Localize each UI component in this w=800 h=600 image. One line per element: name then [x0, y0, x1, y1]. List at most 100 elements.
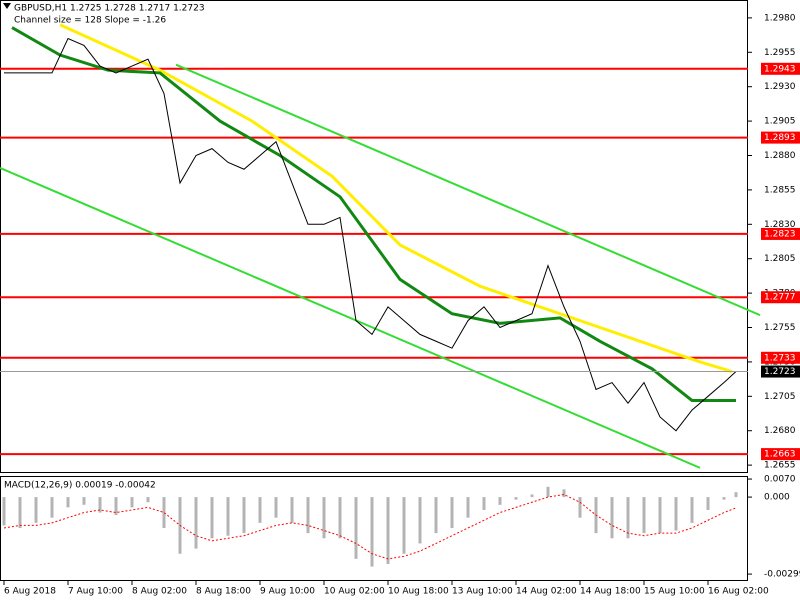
- y-tick-label: 1.2905: [764, 117, 796, 127]
- level-box: [761, 62, 800, 75]
- macd-bar: [18, 497, 22, 528]
- price-line: [175, 63, 761, 317]
- y-tick-label: 0.000: [764, 493, 790, 503]
- macd-bar: [162, 497, 166, 528]
- macd-bar: [546, 486, 550, 498]
- y-tick-label: 1.2655: [764, 461, 796, 471]
- y-tick-label: 1.2855: [764, 185, 796, 195]
- y-tick-label: 1.2680: [764, 426, 796, 436]
- chart-title: GBPUSD,H1 1.2725 1.2728 1.2717 1.2723: [14, 4, 205, 14]
- level-label: 1.2663: [764, 450, 796, 460]
- level-label: 1.2943: [764, 64, 796, 74]
- level-box: [761, 227, 800, 240]
- x-tick-label: 8 Aug 02:00: [132, 587, 187, 597]
- macd-bar: [578, 497, 582, 518]
- y-tick-label: 1.2955: [764, 48, 796, 58]
- macd-bar: [418, 497, 422, 544]
- macd-bar: [386, 497, 390, 565]
- price-line: [11, 26, 736, 402]
- macd-bar: [722, 497, 726, 500]
- x-tick-label: 10 Aug 18:00: [388, 587, 449, 597]
- macd-bar: [514, 497, 518, 500]
- macd-bar: [466, 497, 470, 518]
- macd-bar: [34, 497, 38, 523]
- price-line: [0, 166, 701, 469]
- macd-bar: [626, 497, 630, 539]
- menu-triangle: [3, 3, 11, 9]
- level-label: 1.2777: [764, 293, 796, 303]
- macd-bar: [82, 497, 86, 505]
- macd-bar: [242, 497, 246, 534]
- macd-bar: [2, 497, 6, 526]
- x-tick-label: 7 Aug 10:00: [68, 587, 123, 597]
- macd-bar: [130, 497, 134, 508]
- macd-bar: [562, 489, 566, 498]
- x-tick-label: 15 Aug 10:00: [644, 587, 705, 597]
- y-tick-label: 1.2880: [764, 151, 796, 161]
- current-price-label: 1.2723: [764, 367, 796, 377]
- price-line: [59, 23, 733, 373]
- macd-bar: [322, 497, 326, 539]
- level-box: [761, 131, 800, 144]
- macd-frame: [0, 476, 748, 581]
- macd-bar: [530, 494, 534, 498]
- x-tick-label: 6 Aug 2018: [4, 587, 56, 597]
- level-box: [761, 351, 800, 364]
- macd-bar: [498, 497, 502, 505]
- y-tick-label: 1.2755: [764, 323, 796, 333]
- macd-bar: [258, 497, 262, 523]
- macd-bar: [98, 497, 102, 513]
- macd-bar: [370, 497, 374, 567]
- y-tick-label: 1.2930: [764, 82, 796, 92]
- macd-bar: [274, 497, 278, 518]
- macd-bar: [306, 497, 310, 534]
- macd-bar: [210, 497, 214, 539]
- y-tick-label: 0.0070: [764, 475, 796, 485]
- y-tick-label: 1.2705: [764, 392, 796, 402]
- macd-bar: [354, 497, 358, 559]
- macd-bar: [734, 492, 738, 498]
- x-tick-label: 8 Aug 18:00: [196, 587, 251, 597]
- x-tick-label: 9 Aug 10:00: [260, 587, 315, 597]
- price-line: [4, 37, 737, 432]
- main-frame: [0, 0, 748, 473]
- level-box: [761, 448, 800, 461]
- macd-bar: [146, 497, 150, 503]
- signal-line: [3, 493, 737, 560]
- macd-bar: [610, 497, 614, 539]
- macd-bar: [690, 497, 694, 523]
- x-tick-label: 14 Aug 02:00: [516, 587, 577, 597]
- macd-bar: [114, 497, 118, 516]
- macd-bar: [450, 497, 454, 528]
- macd-bar: [338, 497, 342, 539]
- x-tick-label: 14 Aug 18:00: [580, 587, 641, 597]
- macd-bar: [290, 497, 294, 523]
- level-label: 1.2733: [764, 353, 796, 363]
- y-tick-label: 1.2830: [764, 220, 796, 230]
- y-tick-label: -0.00299: [764, 570, 800, 580]
- macd-bar: [402, 497, 406, 554]
- macd-title: MACD(12,26,9) 0.00019 -0.00042: [4, 481, 156, 491]
- level-label: 1.2893: [764, 133, 796, 143]
- x-tick-label: 10 Aug 02:00: [324, 587, 385, 597]
- level-label: 1.2823: [764, 229, 796, 239]
- current-price-box: [761, 365, 800, 378]
- macd-bar: [66, 497, 70, 508]
- level-box: [761, 291, 800, 304]
- x-tick-label: 13 Aug 10:00: [452, 587, 513, 597]
- macd-bar: [434, 497, 438, 534]
- macd-bar: [194, 497, 198, 549]
- macd-bar: [642, 497, 646, 534]
- y-tick-label: 1.2805: [764, 254, 796, 264]
- macd-bar: [50, 497, 54, 518]
- x-tick-label: 16 Aug 02:00: [708, 587, 769, 597]
- y-tick-label: 1.2980: [764, 13, 796, 23]
- macd-bar: [226, 497, 230, 536]
- macd-bar: [706, 497, 710, 510]
- macd-bar: [658, 497, 662, 534]
- macd-bar: [674, 497, 678, 531]
- chart-subtitle: Channel size = 128 Slope = -1.26: [14, 16, 166, 26]
